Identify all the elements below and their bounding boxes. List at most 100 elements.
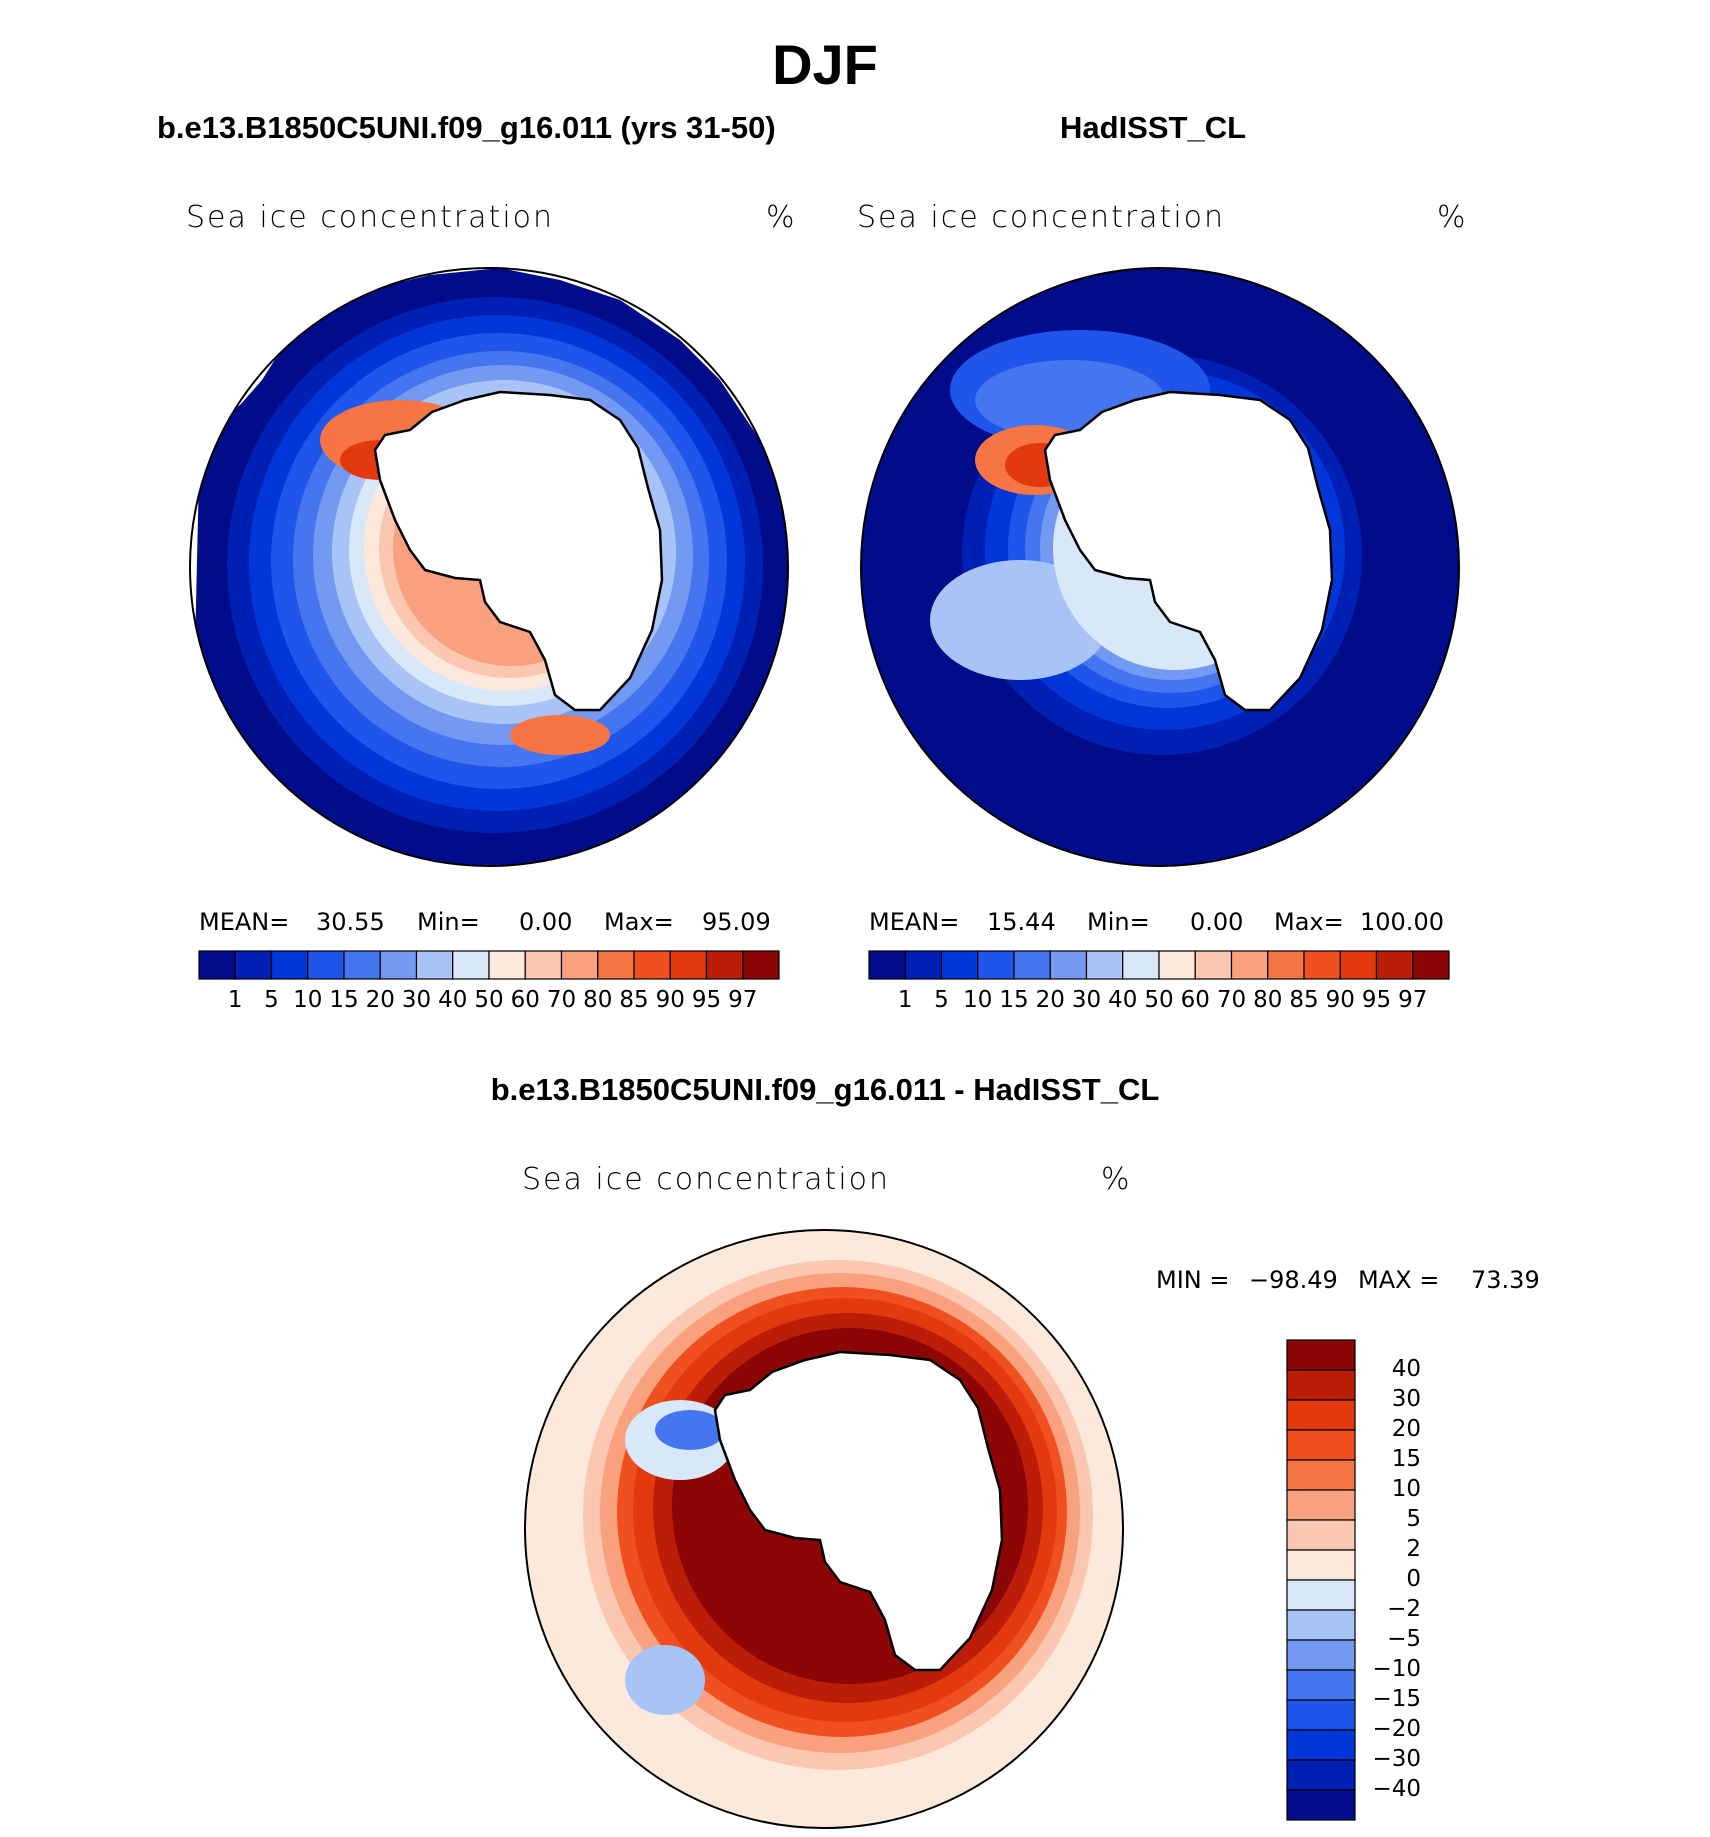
panel-1-colorbar-tick-label: 80 bbox=[583, 987, 613, 1013]
diff-colorbar-box bbox=[1286, 1489, 1356, 1521]
panel-2-mean-value: 15.44 bbox=[987, 908, 1056, 936]
diff-max-value: 73.39 bbox=[1471, 1266, 1540, 1294]
panel-1-colorbar-box bbox=[270, 950, 309, 980]
diff-title: b.e13.B1850C5UNI.f09_g16.011 - HadISST_C… bbox=[490, 1072, 1160, 1107]
panel-2-colorbar-box bbox=[1339, 950, 1378, 980]
panel-2-colorbar-box bbox=[1122, 950, 1160, 980]
diff-colorbar-box bbox=[1286, 1789, 1356, 1821]
panel-1-max-value: 95.09 bbox=[702, 908, 771, 936]
panel-1-colorbar-box bbox=[488, 950, 526, 980]
diff-colorbar-box bbox=[1286, 1549, 1356, 1581]
panel-1-colorbar-tick-label: 90 bbox=[655, 987, 685, 1013]
panel-1-colorbar-tick-label: 95 bbox=[691, 987, 722, 1013]
panel-1-colorbar-box bbox=[379, 950, 418, 980]
panel-1-colorbar-box bbox=[198, 950, 236, 980]
panel-2-colorbar-box bbox=[1194, 950, 1233, 980]
diff-units: % bbox=[1101, 1162, 1132, 1197]
panel-2-colorbar-tick-label: 85 bbox=[1289, 987, 1319, 1013]
panel-2-map bbox=[860, 267, 1460, 867]
panel-1-colorbar-tick-label: 20 bbox=[365, 987, 395, 1013]
diff-colorbar-box bbox=[1286, 1369, 1356, 1401]
diff-colorbar-box bbox=[1286, 1429, 1356, 1461]
diff-colorbar-tick-label: 30 bbox=[1391, 1386, 1421, 1412]
panel-2-variable-label: Sea ice concentration bbox=[857, 200, 1226, 235]
panel-2-colorbar-box bbox=[1267, 950, 1305, 980]
panel-2-colorbar-box bbox=[977, 950, 1015, 980]
panel-2-colorbar-box bbox=[1085, 950, 1124, 980]
panel-1-colorbar-box bbox=[415, 950, 454, 980]
panel-2-max-label: Max= bbox=[1274, 908, 1344, 936]
panel-1-colorbar-tick-label: 85 bbox=[619, 987, 649, 1013]
diff-colorbar bbox=[1286, 1339, 1356, 1821]
panel-1-colorbar-tick-label: 60 bbox=[510, 987, 540, 1013]
panel-1-colorbar-tick-label: 10 bbox=[293, 987, 323, 1013]
diff-colorbar-tick-label: −40 bbox=[1372, 1776, 1421, 1802]
diff-colorbar-tick-label: 15 bbox=[1391, 1446, 1421, 1472]
diff-colorbar-box bbox=[1286, 1519, 1356, 1551]
panel-1-variable-label: Sea ice concentration bbox=[186, 200, 555, 235]
panel-1-colorbar-box bbox=[560, 950, 599, 980]
panel-2-colorbar-box bbox=[940, 950, 979, 980]
panel-1-colorbar-tick-label: 40 bbox=[438, 987, 468, 1013]
panel-2-colorbar-tick-label: 15 bbox=[999, 987, 1029, 1013]
diff-max-label: MAX = bbox=[1358, 1266, 1440, 1294]
panel-2-max-value: 100.00 bbox=[1360, 908, 1444, 936]
diff-colorbar-tick-label: −2 bbox=[1387, 1596, 1421, 1622]
panel-1-colorbar-box bbox=[705, 950, 744, 980]
panel-2-colorbar-box bbox=[1230, 950, 1269, 980]
diff-colorbar-tick-label: −20 bbox=[1372, 1716, 1421, 1742]
panel-1-colorbar-tick-label: 1 bbox=[227, 987, 243, 1013]
diff-min-label: MIN = bbox=[1156, 1266, 1230, 1294]
diff-colorbar-tick-label: −10 bbox=[1372, 1656, 1421, 1682]
panel-1-colorbar-box bbox=[597, 950, 635, 980]
panel-2-colorbar-tick-label: 1 bbox=[897, 987, 913, 1013]
diff-map bbox=[524, 1229, 1124, 1829]
diff-colorbar-tick-label: −15 bbox=[1372, 1686, 1421, 1712]
panel-1-colorbar-box bbox=[633, 950, 671, 980]
panel-1-min-value: 0.00 bbox=[519, 908, 573, 936]
panel-2-min-label: Min= bbox=[1087, 908, 1150, 936]
diff-colorbar-box bbox=[1286, 1729, 1356, 1761]
panel-1-min-label: Min= bbox=[417, 908, 480, 936]
diff-colorbar-box bbox=[1286, 1339, 1356, 1371]
panel-1-colorbar-tick-label: 15 bbox=[329, 987, 359, 1013]
diff-colorbar-tick-label: 40 bbox=[1391, 1356, 1421, 1382]
panel-2-case-title: HadISST_CL bbox=[1060, 110, 1247, 145]
season-title: DJF bbox=[772, 33, 878, 96]
panel-1-colorbar-tick-label: 70 bbox=[546, 987, 577, 1013]
panel-1-mean-label: MEAN= bbox=[199, 908, 290, 936]
panel-2-colorbar-tick-label: 10 bbox=[963, 987, 993, 1013]
panel-1-colorbar-box bbox=[307, 950, 345, 980]
panel-2-colorbar-tick-label: 90 bbox=[1325, 987, 1355, 1013]
panel-1-case-title: b.e13.B1850C5UNI.f09_g16.011 (yrs 31-50) bbox=[157, 110, 776, 145]
panel-2-colorbar-box bbox=[1049, 950, 1088, 980]
panel-2-colorbar-tick-label: 20 bbox=[1035, 987, 1065, 1013]
panel-2-colorbar-box bbox=[868, 950, 906, 980]
panel-1-colorbar-tick-label: 5 bbox=[264, 987, 279, 1013]
panel-2-colorbar bbox=[868, 950, 1450, 980]
diff-variable-label: Sea ice concentration bbox=[522, 1162, 891, 1197]
panel-2-colorbar-box bbox=[1013, 950, 1051, 980]
panel-2-colorbar-box bbox=[1303, 950, 1341, 980]
diff-colorbar-tick-label: −30 bbox=[1372, 1746, 1421, 1772]
diff-colorbar-box bbox=[1286, 1639, 1356, 1671]
diff-colorbar-box bbox=[1286, 1759, 1356, 1791]
diff-colorbar-tick-label: 0 bbox=[1406, 1566, 1421, 1592]
panel-1-colorbar-box bbox=[742, 950, 780, 980]
diff-colorbar-tick-label: 2 bbox=[1406, 1536, 1421, 1562]
panel-1-colorbar-tick-label: 97 bbox=[728, 987, 758, 1013]
diff-colorbar-box bbox=[1286, 1609, 1356, 1641]
panel-1-colorbar-tick-label: 30 bbox=[401, 987, 432, 1013]
panel-2-colorbar-tick-label: 70 bbox=[1216, 987, 1247, 1013]
panel-1-colorbar-box bbox=[452, 950, 490, 980]
panel-2-colorbar-tick-label: 30 bbox=[1071, 987, 1102, 1013]
panel-1-units: % bbox=[766, 200, 797, 235]
panel-2-colorbar-tick-label: 80 bbox=[1253, 987, 1283, 1013]
diff-colorbar-tick-label: 10 bbox=[1391, 1476, 1421, 1502]
panel-1-max-label: Max= bbox=[604, 908, 674, 936]
panel-1-colorbar-box bbox=[524, 950, 563, 980]
diff-colorbar-box bbox=[1286, 1459, 1356, 1491]
panel-2-colorbar-tick-label: 40 bbox=[1108, 987, 1138, 1013]
panel-2-colorbar-box bbox=[904, 950, 943, 980]
